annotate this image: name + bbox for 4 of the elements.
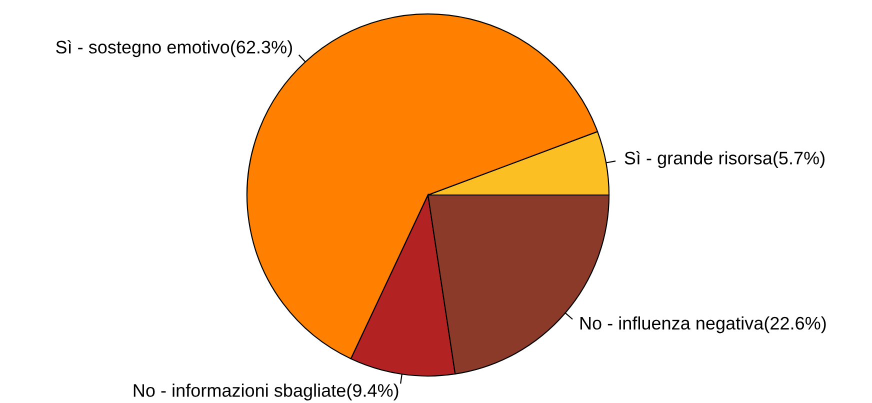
slice-label: No - informazioni sbagliate(9.4%)	[134, 384, 398, 400]
slice-label: No - influenza negativa(22.6%)	[580, 316, 826, 334]
slice-label: Sì - sostegno emotivo(62.3%)	[56, 40, 292, 58]
slice-label: Sì - grande risorsa(5.7%)	[624, 151, 824, 168]
